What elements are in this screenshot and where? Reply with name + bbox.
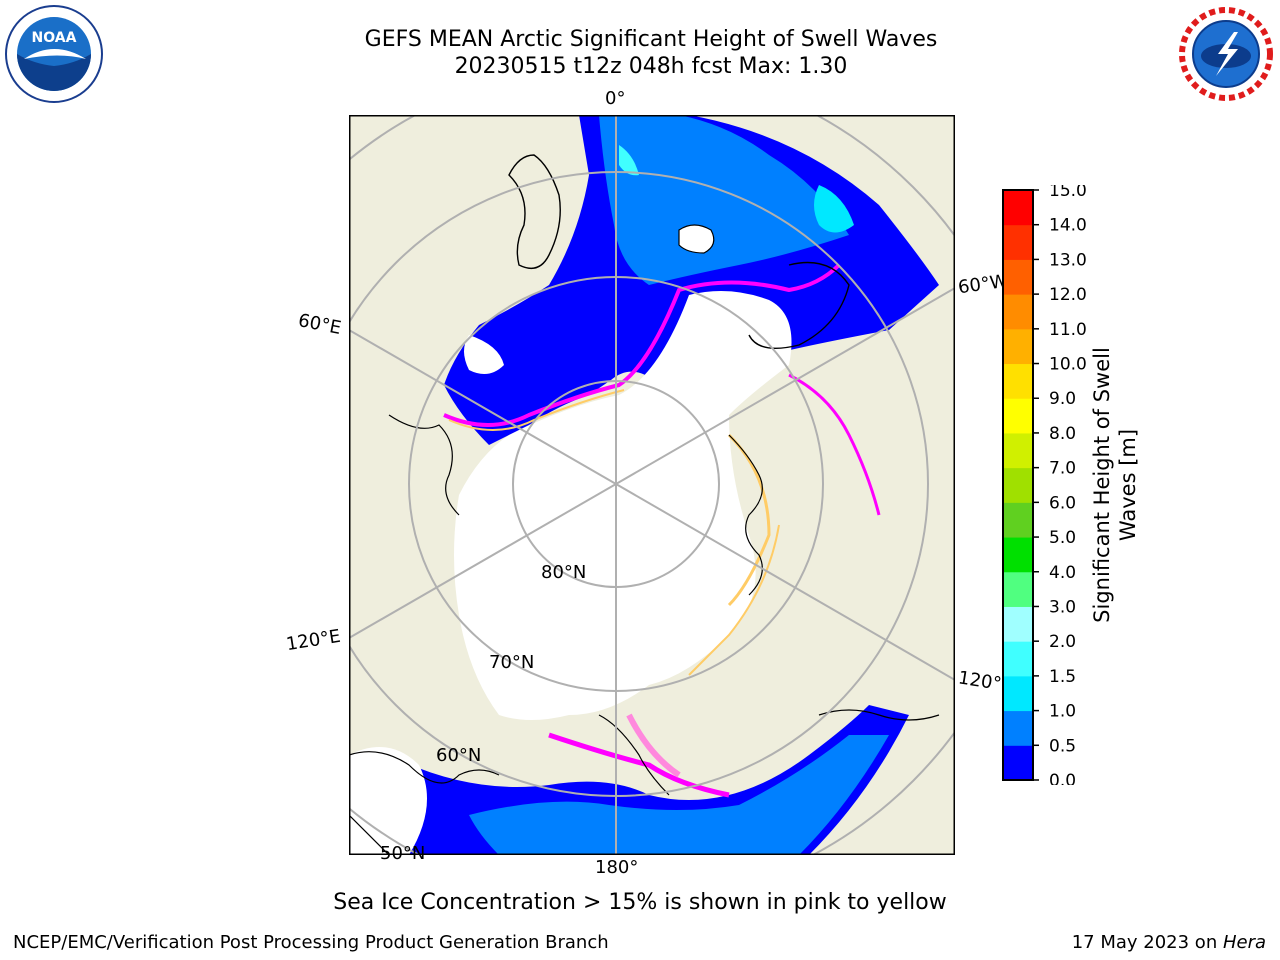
sea-ice-note: Sea Ice Concentration > 15% is shown in … <box>333 890 947 915</box>
footer-date: 17 May 2023 on Hera <box>1072 932 1266 953</box>
colorbar-tick-label: 7.0 <box>1049 459 1076 479</box>
colorbar-tick-label: 0.5 <box>1049 736 1076 756</box>
colorbar-tick-label: 2.0 <box>1049 632 1076 652</box>
colorbar-segment <box>1003 259 1033 295</box>
lon-label-60e: 60°E <box>296 310 343 339</box>
colorbar-tick-label: 3.0 <box>1049 597 1076 617</box>
colorbar-segment <box>1003 745 1033 781</box>
lon-label-180: 180° <box>595 857 639 878</box>
colorbar-tick-label: 14.0 <box>1049 216 1087 236</box>
colorbar-segment <box>1003 710 1033 746</box>
colorbar-segment <box>1003 224 1033 260</box>
colorbar-segment <box>1003 328 1033 365</box>
colorbar-label: Significant Height of Swell Waves [m] <box>1090 347 1140 623</box>
colorbar-segment <box>1003 675 1033 712</box>
colorbar-segment <box>1003 398 1033 434</box>
lon-label-120e: 120°E <box>284 625 343 656</box>
colorbar-tick-label: 10.0 <box>1049 355 1087 375</box>
lat-label-80: 80°N <box>541 562 587 583</box>
colorbar: 0.0 0.5 1.0 1.5 2.0 3.0 4.0 5.0 6.0 7.0 8.0 9.0 10.0… <box>1002 185 1087 785</box>
colorbar-tick-label: 8.0 <box>1049 424 1076 444</box>
lat-label-70: 70°N <box>489 652 535 673</box>
graticule <box>349 115 955 855</box>
colorbar-segment <box>1003 606 1033 642</box>
colorbar-segment <box>1003 294 1033 330</box>
colorbar-tick-label: 1.5 <box>1049 667 1076 687</box>
footer-system: Hera <box>1222 932 1266 953</box>
footer-branch: NCEP/EMC/Verification Post Processing Pr… <box>13 932 609 953</box>
colorbar-tick-label: 4.0 <box>1049 563 1076 583</box>
colorbar-segment <box>1003 502 1033 538</box>
arctic-sea-ice <box>454 291 792 720</box>
colorbar-segment <box>1003 571 1033 607</box>
lon-label-0: 0° <box>605 88 626 109</box>
colorbar-segment <box>1003 467 1033 503</box>
colorbar-tick-label: 1.0 <box>1049 702 1076 722</box>
lat-label-50: 50°N <box>380 843 426 864</box>
colorbar-segment <box>1003 432 1033 469</box>
colorbar-tick-label: 15.0 <box>1049 185 1087 201</box>
colorbar-segment <box>1003 537 1033 573</box>
footer-date-text: 17 May 2023 on <box>1071 932 1223 953</box>
noaa-logo-text: NOAA <box>32 30 77 46</box>
colorbar-segment <box>1003 363 1033 399</box>
noaa-logo: NOAA <box>5 5 103 103</box>
colorbar-tick-label: 13.0 <box>1049 250 1087 270</box>
atlantic-swell-light <box>599 115 849 285</box>
lat-label-60: 60°N <box>436 745 482 766</box>
colorbar-segment <box>1003 190 1033 226</box>
colorbar-tick-label: 6.0 <box>1049 493 1076 513</box>
map-title: GEFS MEAN Arctic Significant Height of S… <box>364 27 938 52</box>
map-subtitle-run: 20230515 t12z 048h fcst Max: 1.30 <box>454 54 848 79</box>
colorbar-tick-label: 5.0 <box>1049 528 1076 548</box>
colorbar-segment <box>1003 641 1033 677</box>
colorbar-tick-label: 9.0 <box>1049 389 1076 409</box>
nws-logo <box>1178 6 1274 102</box>
colorbar-tick-label: 12.0 <box>1049 285 1087 305</box>
colorbar-tick-label: 0.0 <box>1049 771 1076 785</box>
colorbar-tick-label: 11.0 <box>1049 320 1087 340</box>
polar-map <box>349 115 955 855</box>
colorbar-frame <box>1002 189 1034 781</box>
